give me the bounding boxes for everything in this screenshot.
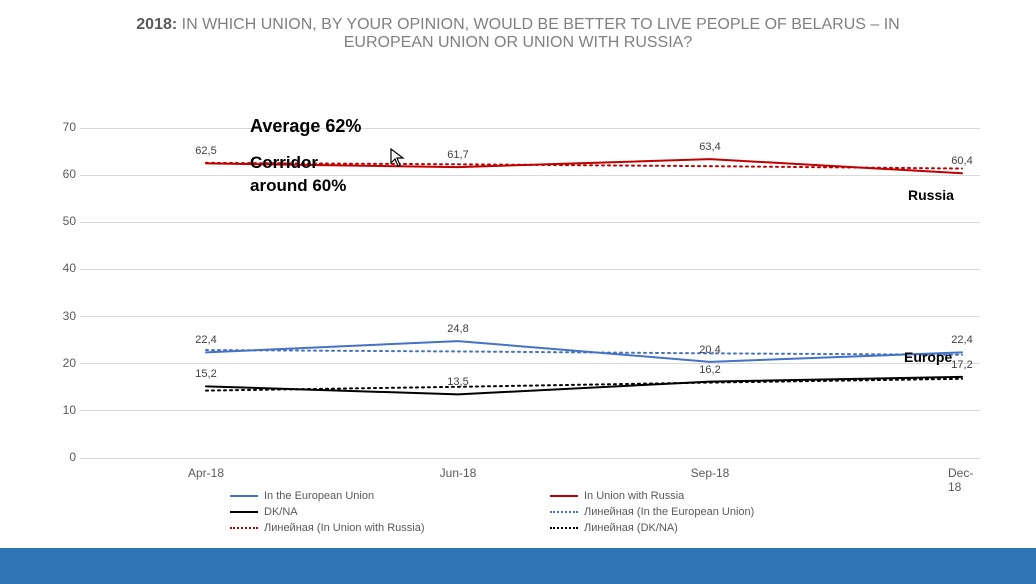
title-year-prefix: 2018: <box>136 16 177 33</box>
legend-item-eu-trend: Линейная (In the European Union) <box>550 504 870 520</box>
chart-title-block: 2018: IN WHICH UNION, BY YOUR OPINION, W… <box>0 0 1036 52</box>
y-tick-label: 60 <box>54 167 76 181</box>
legend: In the European Union In Union with Russ… <box>230 488 870 536</box>
data-label: 61,7 <box>447 149 468 161</box>
y-tick-label: 0 <box>54 450 76 464</box>
legend-label: Линейная (In the European Union) <box>584 506 754 518</box>
data-label: 22,4 <box>195 334 216 346</box>
data-label: 22,4 <box>951 334 972 346</box>
legend-item-russia: In Union with Russia <box>550 488 870 504</box>
gridline <box>80 128 980 129</box>
y-tick-label: 10 <box>54 403 76 417</box>
annotation-russia-label: Russia <box>908 187 954 203</box>
legend-item-eu: In the European Union <box>230 488 550 504</box>
legend-swatch <box>230 495 258 497</box>
legend-label: In the European Union <box>264 490 374 502</box>
gridline <box>80 175 980 176</box>
legend-item-dkna: DK/NA <box>230 504 550 520</box>
data-label: 16,2 <box>699 364 720 376</box>
legend-label: In Union with Russia <box>584 490 684 502</box>
legend-item-russia-trend: Линейная (In Union with Russia) <box>230 520 550 536</box>
gridline <box>80 316 980 317</box>
legend-swatch <box>550 527 578 529</box>
legend-label: Линейная (DK/NA) <box>584 522 678 534</box>
data-label: 62,5 <box>195 145 216 157</box>
annotation-average: Average 62% <box>250 116 361 137</box>
gridline <box>80 269 980 270</box>
legend-swatch <box>550 511 578 513</box>
data-label: 17,2 <box>951 359 972 371</box>
legend-swatch <box>230 511 258 513</box>
legend-swatch <box>230 527 258 529</box>
gridline <box>80 363 980 364</box>
x-tick-label: Apr-18 <box>188 466 224 480</box>
plot-area: 62,5 61,7 63,4 60,4 22,4 24,8 20,4 22,4 15,2 13,5… <box>80 128 980 458</box>
annotation-europe-label: Europe <box>904 349 952 365</box>
y-tick-label: 20 <box>54 356 76 370</box>
data-label: 13,5 <box>447 376 468 388</box>
gridline <box>80 222 980 223</box>
y-tick-label: 30 <box>54 309 76 323</box>
data-label: 20,4 <box>699 344 720 356</box>
x-tick-label: Jun-18 <box>440 466 477 480</box>
legend-label: DK/NA <box>264 506 298 518</box>
data-label: 63,4 <box>699 141 720 153</box>
data-label: 60,4 <box>951 155 972 167</box>
gridline <box>80 458 980 459</box>
legend-swatch <box>550 495 578 497</box>
y-tick-label: 50 <box>54 214 76 228</box>
chart-container: 62,5 61,7 63,4 60,4 22,4 24,8 20,4 22,4 15,2 13,5… <box>50 128 990 458</box>
bottom-accent-bar <box>0 548 1036 584</box>
annotation-corridor: Corridoraround 60% <box>250 152 346 198</box>
legend-label: Линейная (In Union with Russia) <box>264 522 425 534</box>
data-label: 15,2 <box>195 368 216 380</box>
legend-item-dkna-trend: Линейная (DK/NA) <box>550 520 870 536</box>
x-tick-label: Sep-18 <box>691 466 730 480</box>
x-tick-label: Dec-18 <box>948 466 976 494</box>
y-tick-label: 70 <box>54 120 76 134</box>
data-label: 24,8 <box>447 323 468 335</box>
gridline <box>80 410 980 411</box>
y-tick-label: 40 <box>54 261 76 275</box>
chart-svg <box>80 128 980 458</box>
title-question-text: IN WHICH UNION, BY YOUR OPINION, WOULD B… <box>177 16 900 51</box>
